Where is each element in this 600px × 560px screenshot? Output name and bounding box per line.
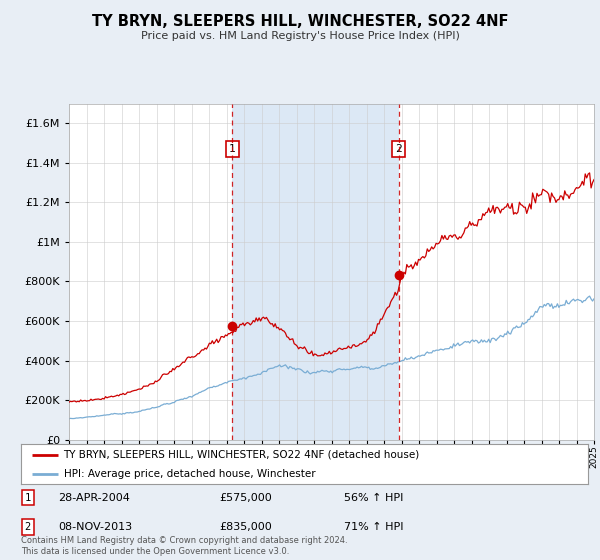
Text: 56% ↑ HPI: 56% ↑ HPI (344, 493, 404, 503)
Text: 2: 2 (25, 522, 31, 532)
Text: TY BRYN, SLEEPERS HILL, WINCHESTER, SO22 4NF: TY BRYN, SLEEPERS HILL, WINCHESTER, SO22… (92, 14, 508, 29)
Text: 1: 1 (229, 144, 235, 154)
Text: Price paid vs. HM Land Registry's House Price Index (HPI): Price paid vs. HM Land Registry's House … (140, 31, 460, 41)
Text: 28-APR-2004: 28-APR-2004 (58, 493, 130, 503)
Text: 08-NOV-2013: 08-NOV-2013 (58, 522, 132, 532)
Text: TY BRYN, SLEEPERS HILL, WINCHESTER, SO22 4NF (detached house): TY BRYN, SLEEPERS HILL, WINCHESTER, SO22… (64, 450, 420, 460)
Text: 71% ↑ HPI: 71% ↑ HPI (344, 522, 404, 532)
Text: HPI: Average price, detached house, Winchester: HPI: Average price, detached house, Winc… (64, 469, 315, 479)
Text: £835,000: £835,000 (220, 522, 272, 532)
Bar (232, 104, 399, 440)
Text: 1: 1 (25, 493, 31, 503)
Text: 2: 2 (395, 144, 402, 154)
Text: £575,000: £575,000 (220, 493, 272, 503)
Text: Contains HM Land Registry data © Crown copyright and database right 2024.
This d: Contains HM Land Registry data © Crown c… (21, 536, 347, 556)
